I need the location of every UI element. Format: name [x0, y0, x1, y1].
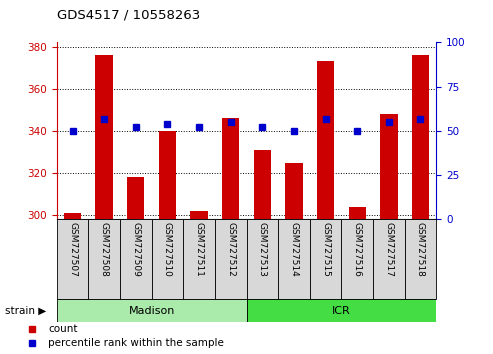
Bar — [183, 219, 215, 299]
Bar — [341, 219, 373, 299]
Text: GSM727508: GSM727508 — [100, 222, 108, 277]
Bar — [127, 177, 144, 219]
Text: GSM727516: GSM727516 — [352, 222, 362, 277]
Text: GSM727512: GSM727512 — [226, 222, 235, 276]
Bar — [57, 299, 246, 322]
Bar — [96, 55, 113, 219]
Text: percentile rank within the sample: percentile rank within the sample — [48, 338, 224, 348]
Bar — [88, 219, 120, 299]
Bar — [317, 62, 334, 219]
Bar — [120, 219, 152, 299]
Text: GSM727514: GSM727514 — [289, 222, 298, 276]
Text: GSM727509: GSM727509 — [131, 222, 141, 277]
Text: strain ▶: strain ▶ — [5, 306, 46, 316]
Text: GSM727518: GSM727518 — [416, 222, 425, 277]
Bar — [246, 219, 278, 299]
Text: GDS4517 / 10558263: GDS4517 / 10558263 — [57, 8, 200, 21]
Bar — [310, 219, 341, 299]
Bar — [253, 150, 271, 219]
Bar — [152, 219, 183, 299]
Text: GSM727515: GSM727515 — [321, 222, 330, 277]
Text: count: count — [48, 324, 78, 334]
Bar — [159, 131, 176, 219]
Text: Madison: Madison — [128, 306, 175, 316]
Text: GSM727511: GSM727511 — [195, 222, 204, 277]
Bar — [278, 219, 310, 299]
Text: ICR: ICR — [332, 306, 351, 316]
Bar — [190, 211, 208, 219]
Bar — [373, 219, 405, 299]
Bar — [57, 219, 88, 299]
Bar — [222, 118, 240, 219]
Bar — [349, 207, 366, 219]
Text: GSM727513: GSM727513 — [258, 222, 267, 277]
Text: GSM727517: GSM727517 — [385, 222, 393, 277]
Bar — [412, 55, 429, 219]
Bar — [64, 213, 81, 219]
Bar — [215, 219, 246, 299]
Bar — [285, 162, 303, 219]
Bar — [405, 219, 436, 299]
Text: GSM727510: GSM727510 — [163, 222, 172, 277]
Text: GSM727507: GSM727507 — [68, 222, 77, 277]
Bar — [380, 114, 397, 219]
Bar — [246, 299, 436, 322]
